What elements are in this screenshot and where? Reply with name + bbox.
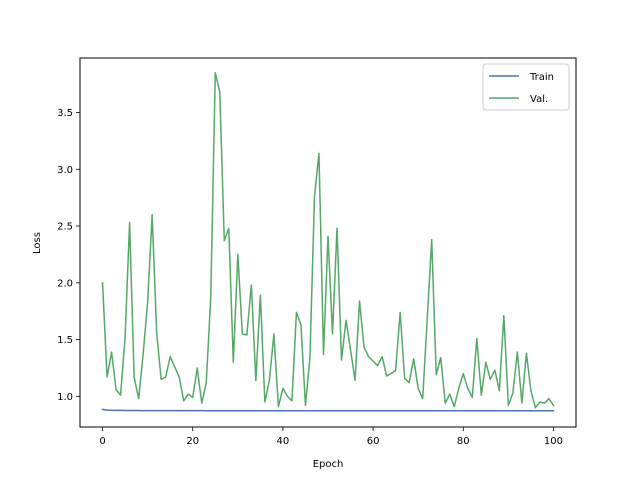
y-tick-label: 2.5 — [57, 222, 73, 233]
y-tick-label: 2.0 — [57, 278, 73, 289]
legend: Train Val. — [482, 63, 570, 111]
legend-label-train: Train — [529, 72, 554, 83]
plot-lines — [101, 72, 555, 412]
legend-box — [482, 63, 570, 111]
x-tick-label: 20 — [186, 436, 199, 447]
y-tick-label: 1.5 — [57, 335, 73, 346]
x-axis: 0 20 40 60 80 100 — [99, 427, 563, 447]
y-tick-label: 1.0 — [57, 392, 73, 403]
y-axis: 1.0 1.5 2.0 2.5 3.0 3.5 — [57, 108, 80, 403]
y-axis-label: Loss — [32, 232, 43, 254]
x-tick-label: 60 — [367, 436, 380, 447]
plot-frame — [79, 57, 577, 428]
legend-label-val: Val. — [530, 94, 548, 105]
x-tick-label: 40 — [277, 436, 290, 447]
x-tick-label: 80 — [457, 436, 470, 447]
x-axis-label: Epoch — [313, 459, 344, 470]
series-line-val — [101, 72, 555, 409]
y-tick-label: 3.5 — [57, 108, 73, 119]
x-tick-label: 100 — [544, 436, 563, 447]
x-tick-label: 0 — [99, 436, 105, 447]
series-line-train — [101, 408, 555, 412]
y-tick-label: 3.0 — [57, 165, 73, 176]
